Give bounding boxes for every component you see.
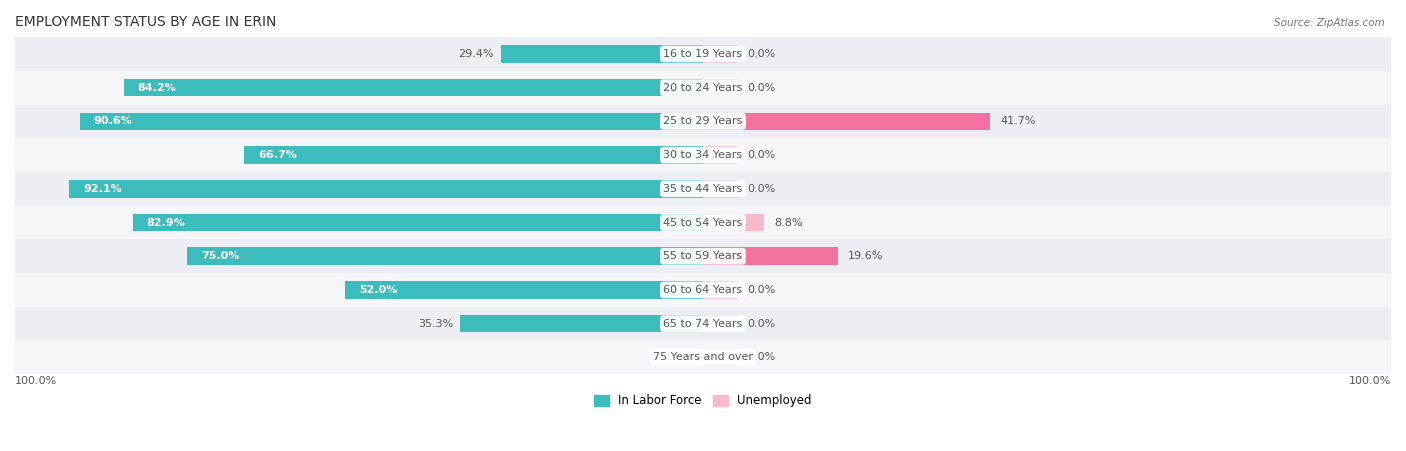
Text: 41.7%: 41.7% [1000,116,1036,126]
Text: 84.2%: 84.2% [138,83,176,92]
Bar [460,315,703,332]
Text: 0.0%: 0.0% [748,184,776,194]
Text: 0.0%: 0.0% [748,319,776,329]
Text: Source: ZipAtlas.com: Source: ZipAtlas.com [1274,18,1385,28]
Text: 0.0%: 0.0% [748,285,776,295]
Bar [703,248,838,265]
Text: 100.0%: 100.0% [1348,376,1391,386]
Bar [187,248,703,265]
Bar [124,79,703,97]
Text: 16 to 19 Years: 16 to 19 Years [664,49,742,59]
Text: 29.4%: 29.4% [458,49,494,59]
Text: 82.9%: 82.9% [146,217,186,227]
Bar [703,214,763,231]
Bar [245,146,703,164]
Bar [703,113,990,130]
Bar [703,79,737,97]
Text: 0.0%: 0.0% [748,49,776,59]
Bar [703,315,737,332]
Bar [703,146,737,164]
Text: 45 to 54 Years: 45 to 54 Years [664,217,742,227]
Bar [15,206,1391,239]
Bar [501,45,703,63]
Bar [15,239,1391,273]
Bar [703,281,737,299]
Text: 52.0%: 52.0% [359,285,398,295]
Bar [15,37,1391,71]
Text: 0.0%: 0.0% [748,352,776,362]
Text: 90.6%: 90.6% [93,116,132,126]
Text: 0.0%: 0.0% [748,83,776,92]
Bar [15,341,1391,374]
Text: 92.1%: 92.1% [83,184,122,194]
Text: 30 to 34 Years: 30 to 34 Years [664,150,742,160]
Bar [346,281,703,299]
Text: 20 to 24 Years: 20 to 24 Years [664,83,742,92]
Text: 35 to 44 Years: 35 to 44 Years [664,184,742,194]
Text: 75 Years and over: 75 Years and over [652,352,754,362]
Text: 75.0%: 75.0% [201,251,239,261]
Text: 25 to 29 Years: 25 to 29 Years [664,116,742,126]
Text: 65 to 74 Years: 65 to 74 Years [664,319,742,329]
Bar [703,349,737,366]
Bar [703,45,737,63]
Bar [703,180,737,198]
Text: 35.3%: 35.3% [418,319,453,329]
Text: EMPLOYMENT STATUS BY AGE IN ERIN: EMPLOYMENT STATUS BY AGE IN ERIN [15,15,277,29]
Text: 0.0%: 0.0% [668,352,696,362]
Bar [69,180,703,198]
Legend: In Labor Force, Unemployed: In Labor Force, Unemployed [589,390,817,412]
Text: 8.8%: 8.8% [773,217,803,227]
Bar [80,113,703,130]
Bar [15,307,1391,341]
Bar [132,214,703,231]
Bar [15,273,1391,307]
Bar [15,138,1391,172]
Bar [15,172,1391,206]
Text: 100.0%: 100.0% [15,376,58,386]
Text: 55 to 59 Years: 55 to 59 Years [664,251,742,261]
Bar [15,71,1391,105]
Text: 0.0%: 0.0% [748,150,776,160]
Text: 66.7%: 66.7% [257,150,297,160]
Text: 60 to 64 Years: 60 to 64 Years [664,285,742,295]
Text: 19.6%: 19.6% [848,251,883,261]
Bar [15,105,1391,138]
